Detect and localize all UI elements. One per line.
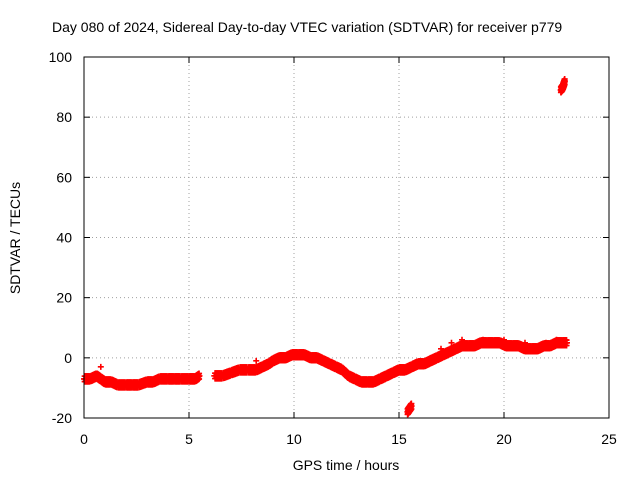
- x-tick-label: 15: [391, 431, 407, 447]
- data-point: [522, 339, 528, 346]
- series-1: [97, 336, 560, 370]
- data-point: [196, 372, 203, 379]
- data-point: [448, 339, 455, 346]
- data-point: [438, 345, 444, 352]
- grid: [84, 57, 609, 418]
- x-tick-label: 20: [496, 431, 512, 447]
- series-0: [81, 337, 570, 391]
- data-point: [543, 339, 549, 346]
- series-2: [404, 75, 568, 418]
- x-tick-label: 5: [185, 431, 193, 447]
- data-point: [459, 336, 465, 343]
- y-tick-label: 20: [56, 290, 72, 306]
- data-point: [280, 354, 287, 361]
- data-point: [480, 336, 486, 343]
- y-tick-label: 60: [56, 169, 72, 185]
- y-tick-label: 40: [56, 230, 72, 246]
- data-point: [408, 402, 415, 409]
- y-tick-label: 0: [64, 350, 72, 366]
- x-tick-label: 25: [601, 431, 617, 447]
- data-point: [564, 339, 570, 346]
- x-axis-label: GPS time / hours: [293, 457, 400, 473]
- y-tick-label: 100: [49, 49, 73, 65]
- data-point: [561, 78, 568, 85]
- y-axis-label: SDTVAR / TECUs: [7, 182, 23, 294]
- data-series: [81, 75, 570, 418]
- data-point: [253, 357, 260, 364]
- axes: 0 5 10 15 20 25 -20 0 20 40 60 80 100: [49, 49, 617, 447]
- data-point: [417, 360, 423, 367]
- data-point: [501, 336, 507, 343]
- plot-frame: [83, 56, 610, 419]
- data-point: [97, 363, 104, 370]
- chart-title: Day 080 of 2024, Sidereal Day-to-day VTE…: [52, 19, 562, 35]
- y-tick-label: 80: [56, 109, 72, 125]
- data-point: [427, 354, 434, 361]
- y-tick-label: -20: [52, 410, 72, 426]
- x-tick-label: 0: [80, 431, 88, 447]
- data-point: [553, 336, 560, 343]
- x-tick-label: 10: [286, 431, 302, 447]
